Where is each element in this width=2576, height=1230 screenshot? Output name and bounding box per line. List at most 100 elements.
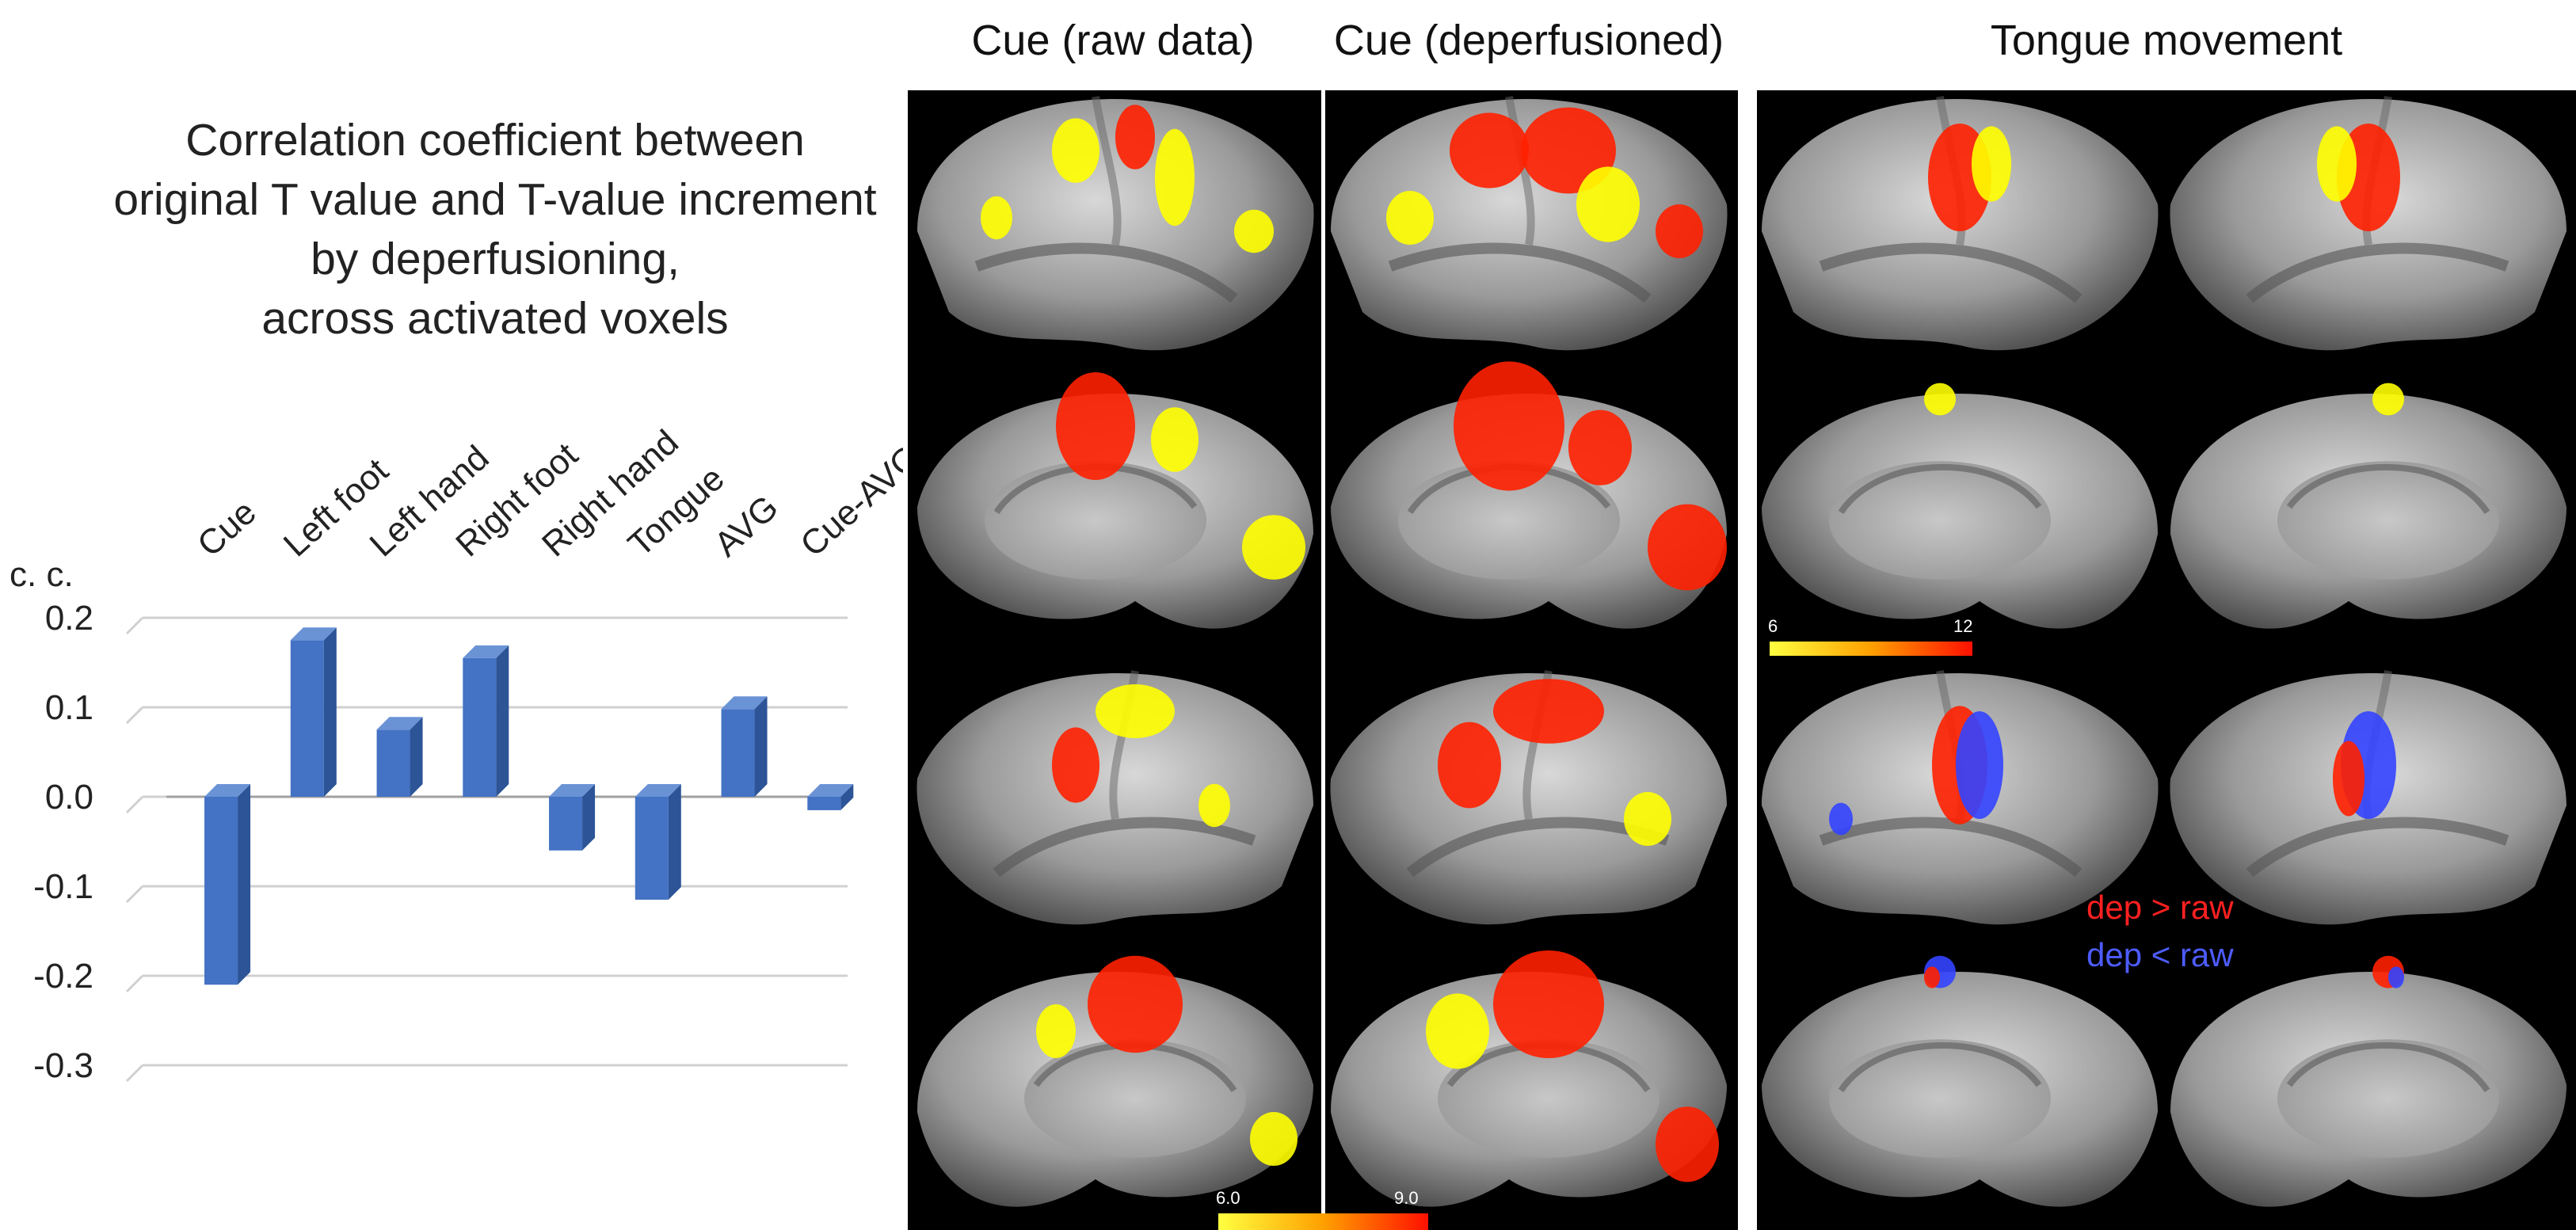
- brain-cue-dep-medial-left: [1331, 361, 1727, 629]
- brain-cue-dep-lateral-left: [1331, 96, 1728, 351]
- medial-wall: [1829, 1039, 2051, 1158]
- y-tick-label: 0.1: [45, 688, 93, 727]
- medial-wall: [1438, 1039, 1660, 1158]
- bar-side: [754, 696, 768, 797]
- medial-wall: [2277, 461, 2499, 580]
- bar: [290, 640, 324, 797]
- header-tongue-movement: Tongue movement: [1990, 17, 2343, 64]
- activation-blob: [1036, 1004, 1076, 1058]
- activation-blob: [1426, 993, 1489, 1069]
- bar-side: [668, 784, 681, 900]
- sulcus: [974, 242, 1238, 303]
- medial-wall: [2277, 1039, 2499, 1158]
- sulcus: [2246, 817, 2509, 878]
- bar: [549, 797, 583, 851]
- activation-blob: [2372, 383, 2404, 416]
- activation-blob: [1155, 128, 1195, 227]
- bar-side: [323, 627, 337, 797]
- bar-side: [582, 784, 596, 851]
- activation-blob: [1198, 783, 1230, 828]
- sulcus: [1819, 242, 2083, 303]
- y-tick-label: -0.1: [33, 867, 93, 906]
- gridline-depth: [125, 616, 144, 635]
- activation-blob: [1052, 727, 1099, 803]
- medial-wall: [1398, 461, 1620, 580]
- brain-tongue-lateral-left: [1762, 96, 2159, 351]
- sulcus: [1505, 96, 1535, 246]
- brain-cue-raw-medial-left: [917, 372, 1313, 629]
- activation-blob: [1972, 126, 2011, 202]
- activation-blob: [1624, 792, 1671, 846]
- tongue-colorbar-min: 6: [1768, 616, 1778, 636]
- callosum: [2286, 463, 2490, 515]
- activation-blob: [1924, 966, 1940, 988]
- sulcus: [1388, 242, 1652, 303]
- y-axis-label: c. c.: [10, 555, 74, 594]
- cue-colorbar: [1218, 1213, 1428, 1230]
- activation-blob: [1438, 722, 1501, 809]
- tongue-colorbar: [1770, 642, 1972, 656]
- bar: [463, 657, 497, 797]
- bar-top: [204, 784, 251, 797]
- medial-wall: [1829, 461, 2051, 580]
- chart-title-line-3: by deperfusioning,: [311, 234, 680, 284]
- activation-blob: [1250, 1112, 1298, 1166]
- y-tick-label: 0.2: [45, 599, 93, 638]
- bar-top: [807, 784, 854, 797]
- sulcus: [1092, 96, 1122, 246]
- activation-blob: [1450, 112, 1529, 188]
- sulcus: [993, 817, 1256, 878]
- brain-cue-dep-lateral-right: [1330, 670, 1727, 925]
- chart-title: Correlation coefficient between original…: [79, 111, 911, 348]
- brain-cue-raw-lateral-left: [917, 96, 1314, 351]
- activation-blob: [1829, 802, 1853, 836]
- cue-colorbar-min: 6.0: [1216, 1188, 1240, 1208]
- brain-tongue-medial-left: [1762, 383, 2158, 629]
- bar: [721, 709, 755, 797]
- bar-top: [549, 784, 596, 797]
- activation-blob: [1924, 383, 1956, 416]
- gridline-depth: [125, 885, 144, 904]
- bar: [204, 797, 238, 985]
- sulcus: [1819, 817, 2083, 878]
- legend-dep-lt-raw: dep < raw: [2086, 936, 2234, 973]
- activation-blob: [1656, 204, 1703, 258]
- activation-blob: [1493, 679, 1604, 744]
- tongue-colorbar-max: 12: [1953, 616, 1973, 636]
- bar: [634, 797, 669, 900]
- bar-top: [634, 784, 681, 797]
- bar-side: [238, 784, 251, 985]
- activation-blob: [1056, 372, 1135, 480]
- bar-top: [290, 627, 337, 641]
- brain-cue-raw-lateral-right: [916, 670, 1313, 925]
- y-tick-label: -0.3: [33, 1046, 93, 1085]
- activation-blob: [1052, 118, 1099, 183]
- activation-blob: [1151, 407, 1198, 472]
- gridline-depth: [125, 1064, 144, 1083]
- header-cue-deperfusioned: Cue (deperfusioned): [1333, 17, 1724, 64]
- bar: [376, 729, 410, 797]
- activation-blob: [1386, 191, 1434, 245]
- brain-cue-raw-medial-right: [917, 955, 1313, 1207]
- y-tick-label: 0.0: [45, 778, 93, 817]
- cue-colorbar-max: 9.0: [1394, 1188, 1419, 1208]
- chart-title-line-4: across activated voxels: [261, 293, 729, 344]
- activation-blob: [1234, 209, 1274, 253]
- bar-top: [463, 645, 509, 658]
- brain-tongue-diff-lateral-right: [2170, 670, 2566, 925]
- bar: [807, 797, 841, 810]
- activation-blob: [1115, 105, 1155, 169]
- bar-side: [410, 717, 423, 797]
- brain-tongue-diff-medial-left: [1762, 955, 2158, 1207]
- brain-tongue-medial-right: [2170, 383, 2566, 629]
- activation-blob: [2333, 741, 2365, 817]
- sulcus: [2246, 242, 2509, 303]
- bar-side: [496, 645, 509, 797]
- callosum: [1838, 463, 2042, 515]
- cue-panel-divider: [1321, 90, 1325, 1230]
- brain-tongue-diff-lateral-left: [1762, 670, 2159, 925]
- brain-tongue-lateral-right: [2170, 96, 2566, 351]
